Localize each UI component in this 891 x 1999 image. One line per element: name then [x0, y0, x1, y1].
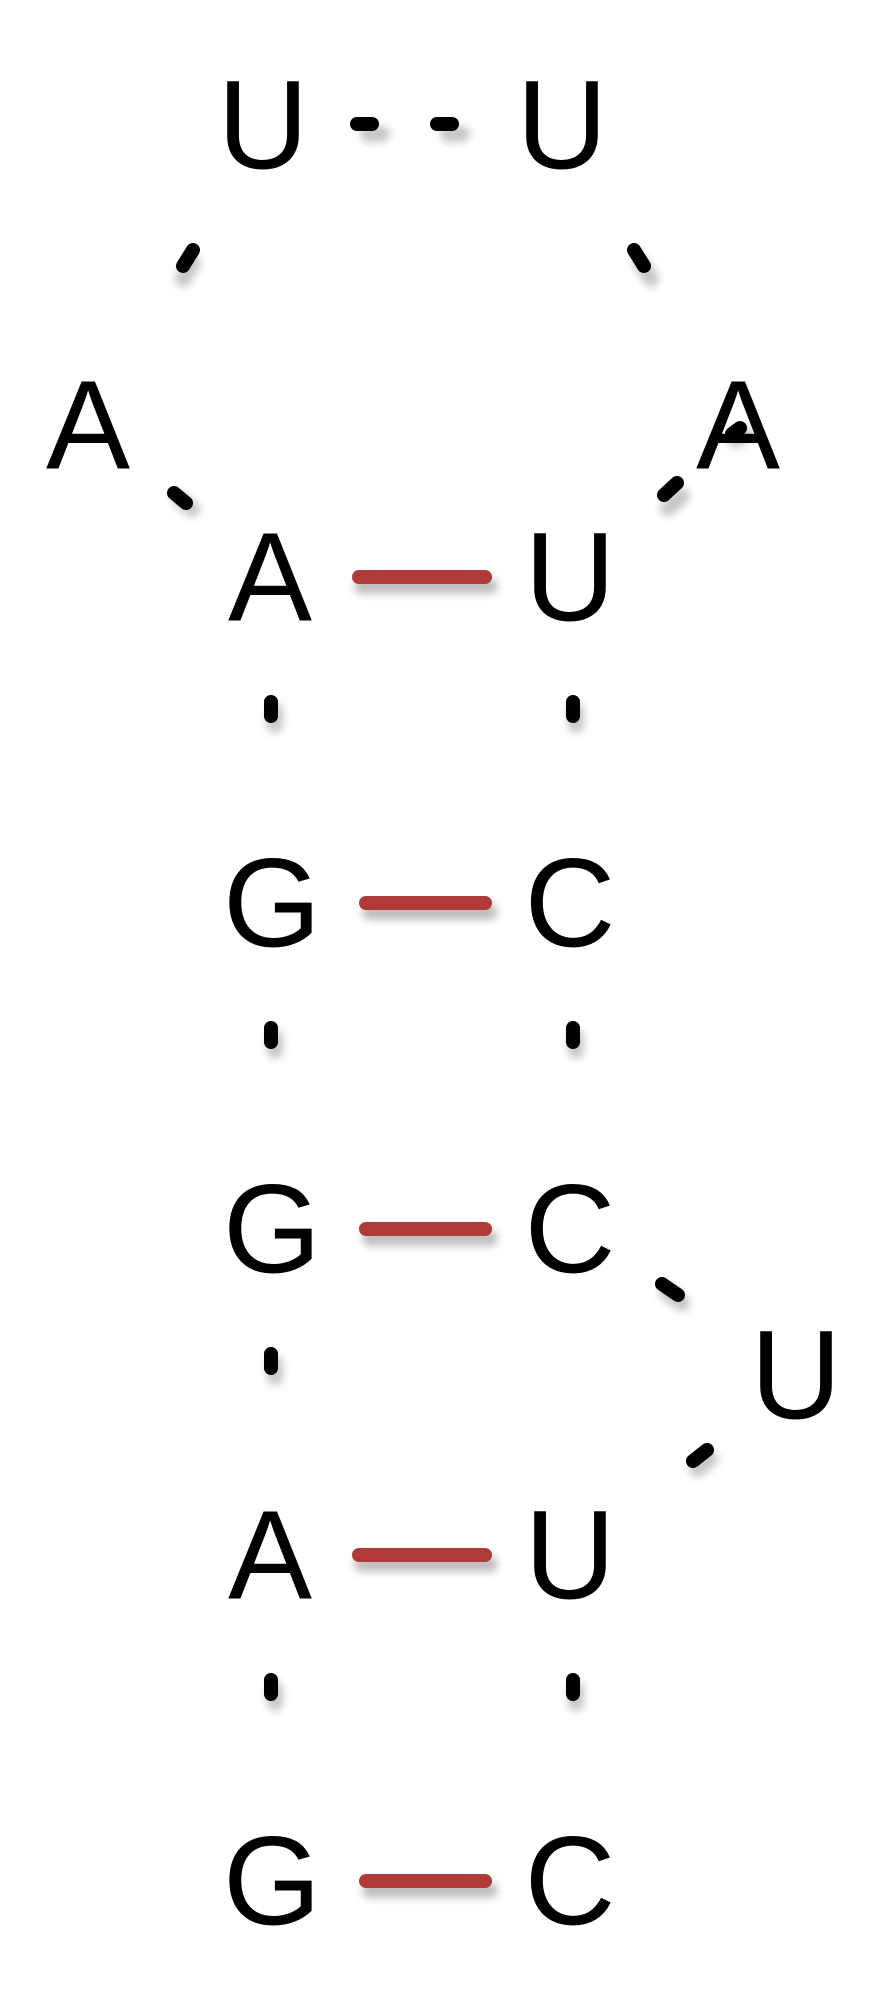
- backbone-lower-right: [657, 476, 684, 502]
- backbone-bulge-out: [686, 1443, 714, 1468]
- base-stem1-left-A: A: [228, 507, 312, 648]
- bases: U U A A A U G C G C U A U G C: [46, 55, 842, 1952]
- backbone-right-A-tick: [725, 421, 747, 441]
- pair-shadows: [354, 578, 498, 1898]
- base-stem5-right-C: C: [525, 1811, 616, 1952]
- base-loop-left-A: A: [46, 355, 130, 496]
- backbone-connectors: [167, 117, 747, 1701]
- pair-bonds: [352, 570, 492, 1888]
- base-top-left-U: U: [218, 55, 309, 196]
- backbone-bulge-in: [655, 1277, 685, 1302]
- base-stem2-left-G: G: [223, 833, 321, 974]
- base-top-right-U: U: [517, 55, 608, 196]
- base-loop-right-A: A: [696, 355, 780, 496]
- base-stem1-right-U: U: [525, 507, 616, 648]
- base-stem4-right-U: U: [525, 1485, 616, 1626]
- base-stem5-left-G: G: [223, 1811, 321, 1952]
- backbone-upper-left: [176, 243, 200, 273]
- backbone-upper-right: [627, 243, 651, 273]
- base-stem3-right-C: C: [525, 1159, 616, 1300]
- base-bulge-U: U: [751, 1305, 842, 1446]
- base-stem3-left-G: G: [223, 1159, 321, 1300]
- base-stem4-left-A: A: [228, 1485, 312, 1626]
- backbone-lower-left: [167, 486, 193, 510]
- base-stem2-right-C: C: [525, 833, 616, 974]
